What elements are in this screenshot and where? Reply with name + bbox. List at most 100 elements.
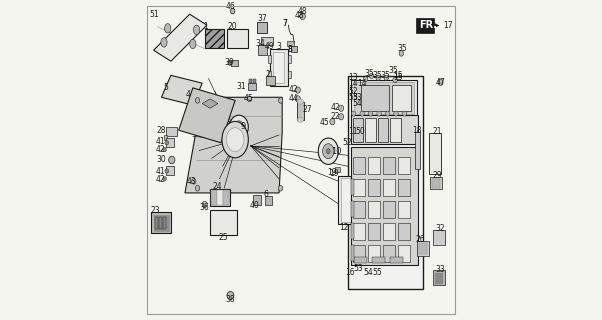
Text: 55: 55 bbox=[373, 268, 382, 277]
Ellipse shape bbox=[228, 60, 232, 65]
FancyBboxPatch shape bbox=[398, 179, 410, 196]
FancyBboxPatch shape bbox=[368, 179, 380, 196]
Ellipse shape bbox=[234, 121, 244, 133]
FancyBboxPatch shape bbox=[368, 201, 380, 218]
Ellipse shape bbox=[368, 111, 373, 116]
FancyBboxPatch shape bbox=[341, 178, 361, 222]
FancyBboxPatch shape bbox=[419, 243, 427, 254]
Text: 38: 38 bbox=[225, 295, 235, 304]
Ellipse shape bbox=[326, 149, 330, 154]
Ellipse shape bbox=[229, 115, 248, 139]
FancyBboxPatch shape bbox=[351, 80, 417, 116]
Ellipse shape bbox=[376, 75, 380, 80]
Text: 21: 21 bbox=[433, 127, 442, 136]
Polygon shape bbox=[179, 88, 235, 143]
Ellipse shape bbox=[164, 24, 171, 33]
Polygon shape bbox=[154, 14, 207, 61]
Text: 5: 5 bbox=[163, 84, 168, 92]
FancyBboxPatch shape bbox=[353, 118, 363, 142]
Ellipse shape bbox=[393, 77, 397, 83]
Text: 35: 35 bbox=[372, 71, 382, 80]
Text: 35: 35 bbox=[389, 66, 399, 75]
FancyBboxPatch shape bbox=[429, 133, 441, 174]
Text: 42: 42 bbox=[289, 85, 299, 94]
Ellipse shape bbox=[318, 138, 338, 164]
Text: 14: 14 bbox=[357, 79, 367, 88]
Text: 48: 48 bbox=[298, 7, 308, 17]
FancyBboxPatch shape bbox=[217, 190, 223, 205]
Text: 54: 54 bbox=[363, 268, 373, 277]
FancyBboxPatch shape bbox=[378, 118, 388, 142]
FancyBboxPatch shape bbox=[160, 217, 162, 229]
Ellipse shape bbox=[278, 98, 283, 103]
Text: 8: 8 bbox=[288, 45, 293, 54]
Text: 49: 49 bbox=[265, 42, 275, 51]
FancyBboxPatch shape bbox=[166, 166, 175, 175]
Ellipse shape bbox=[190, 39, 196, 49]
Text: 7: 7 bbox=[282, 19, 287, 28]
FancyBboxPatch shape bbox=[155, 217, 158, 229]
Ellipse shape bbox=[385, 111, 389, 116]
Ellipse shape bbox=[191, 179, 196, 184]
FancyBboxPatch shape bbox=[350, 115, 418, 144]
FancyBboxPatch shape bbox=[231, 60, 238, 66]
FancyBboxPatch shape bbox=[383, 179, 395, 196]
FancyBboxPatch shape bbox=[353, 157, 365, 174]
FancyBboxPatch shape bbox=[353, 223, 365, 240]
FancyBboxPatch shape bbox=[257, 22, 267, 33]
Ellipse shape bbox=[297, 117, 303, 122]
Ellipse shape bbox=[384, 75, 388, 80]
Text: 54: 54 bbox=[353, 99, 362, 108]
Text: 13: 13 bbox=[348, 73, 358, 82]
Ellipse shape bbox=[370, 74, 374, 78]
FancyBboxPatch shape bbox=[430, 177, 442, 189]
Ellipse shape bbox=[169, 156, 175, 164]
Polygon shape bbox=[202, 99, 218, 108]
FancyBboxPatch shape bbox=[268, 71, 272, 78]
FancyBboxPatch shape bbox=[268, 55, 272, 63]
FancyBboxPatch shape bbox=[348, 76, 423, 289]
Text: 52: 52 bbox=[343, 138, 352, 147]
FancyBboxPatch shape bbox=[350, 180, 354, 195]
FancyBboxPatch shape bbox=[335, 167, 340, 172]
Text: 53: 53 bbox=[353, 93, 362, 102]
FancyBboxPatch shape bbox=[270, 49, 288, 86]
Text: 35: 35 bbox=[380, 71, 389, 80]
Text: 6: 6 bbox=[263, 190, 268, 199]
FancyBboxPatch shape bbox=[166, 138, 175, 147]
Ellipse shape bbox=[163, 177, 167, 181]
FancyBboxPatch shape bbox=[151, 212, 172, 233]
Text: 9: 9 bbox=[241, 122, 246, 131]
FancyBboxPatch shape bbox=[383, 201, 395, 218]
Text: 32: 32 bbox=[435, 224, 445, 233]
Text: 34: 34 bbox=[255, 39, 265, 48]
FancyBboxPatch shape bbox=[166, 127, 177, 136]
Text: 37: 37 bbox=[257, 14, 267, 23]
FancyBboxPatch shape bbox=[258, 45, 267, 55]
Text: 20: 20 bbox=[228, 22, 238, 31]
FancyBboxPatch shape bbox=[372, 257, 385, 263]
Text: 15: 15 bbox=[394, 71, 403, 80]
Ellipse shape bbox=[278, 185, 283, 191]
FancyBboxPatch shape bbox=[287, 41, 294, 46]
FancyBboxPatch shape bbox=[415, 132, 420, 169]
FancyBboxPatch shape bbox=[430, 136, 440, 172]
Text: 8: 8 bbox=[288, 45, 293, 54]
Text: 11: 11 bbox=[348, 127, 358, 136]
Polygon shape bbox=[185, 97, 282, 193]
Text: 15: 15 bbox=[394, 73, 403, 82]
Text: 2: 2 bbox=[266, 70, 271, 79]
FancyBboxPatch shape bbox=[297, 102, 303, 120]
Text: 23: 23 bbox=[150, 206, 160, 215]
Text: 41: 41 bbox=[156, 167, 166, 176]
FancyBboxPatch shape bbox=[432, 179, 440, 188]
FancyBboxPatch shape bbox=[417, 18, 433, 33]
FancyBboxPatch shape bbox=[338, 176, 363, 224]
FancyBboxPatch shape bbox=[398, 157, 410, 174]
Polygon shape bbox=[161, 75, 202, 105]
FancyBboxPatch shape bbox=[163, 217, 166, 229]
Ellipse shape bbox=[330, 119, 335, 125]
FancyBboxPatch shape bbox=[350, 223, 354, 239]
Text: 48: 48 bbox=[295, 11, 305, 20]
Text: 42: 42 bbox=[330, 103, 340, 112]
